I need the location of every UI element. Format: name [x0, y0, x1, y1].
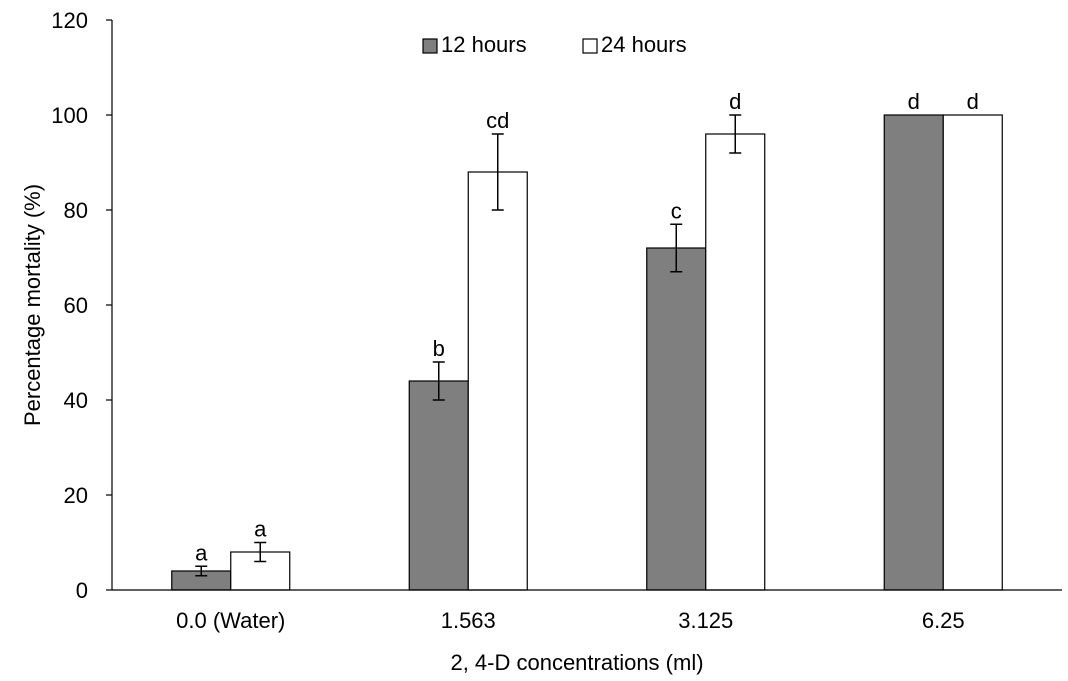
- legend: 12 hours 24 hours: [422, 32, 687, 57]
- y-tick-label: 20: [64, 483, 88, 508]
- bars: [171, 114, 1003, 591]
- y-tick-label: 40: [64, 388, 88, 413]
- bar: [467, 171, 528, 591]
- y-axis-ticks: 0 20 40 60 80 100 120: [51, 8, 112, 603]
- y-tick-label: 100: [51, 103, 88, 128]
- error-bars: [195, 114, 742, 577]
- y-axis-title: Percentage mortality (%): [20, 184, 45, 426]
- legend-label: 12 hours: [441, 32, 527, 57]
- significance-label: c: [671, 198, 682, 223]
- significance-label: b: [433, 336, 445, 361]
- y-tick-label: 120: [51, 8, 88, 33]
- legend-swatch: [422, 38, 438, 54]
- legend-swatch: [582, 38, 598, 54]
- x-axis-title: 2, 4-D concentrations (ml): [450, 650, 703, 675]
- x-axis-ticks: 0.0 (Water) 1.563 3.125 6.25: [176, 608, 965, 633]
- significance-label: d: [967, 89, 979, 114]
- bar: [705, 133, 766, 591]
- bar: [942, 114, 1003, 591]
- bar: [646, 247, 707, 591]
- significance-label: d: [908, 89, 920, 114]
- x-tick-label: 1.563: [441, 608, 496, 633]
- significance-label: a: [254, 517, 267, 542]
- x-tick-label: 0.0 (Water): [176, 608, 285, 633]
- y-tick-label: 0: [76, 578, 88, 603]
- significance-label: d: [729, 89, 741, 114]
- bar: [883, 114, 944, 591]
- bar: [408, 380, 469, 591]
- x-tick-label: 3.125: [678, 608, 733, 633]
- x-tick-label: 6.25: [922, 608, 965, 633]
- y-tick-label: 60: [64, 293, 88, 318]
- legend-label: 24 hours: [601, 32, 687, 57]
- y-tick-label: 80: [64, 198, 88, 223]
- significance-label: cd: [486, 108, 509, 133]
- significance-label: a: [195, 540, 208, 565]
